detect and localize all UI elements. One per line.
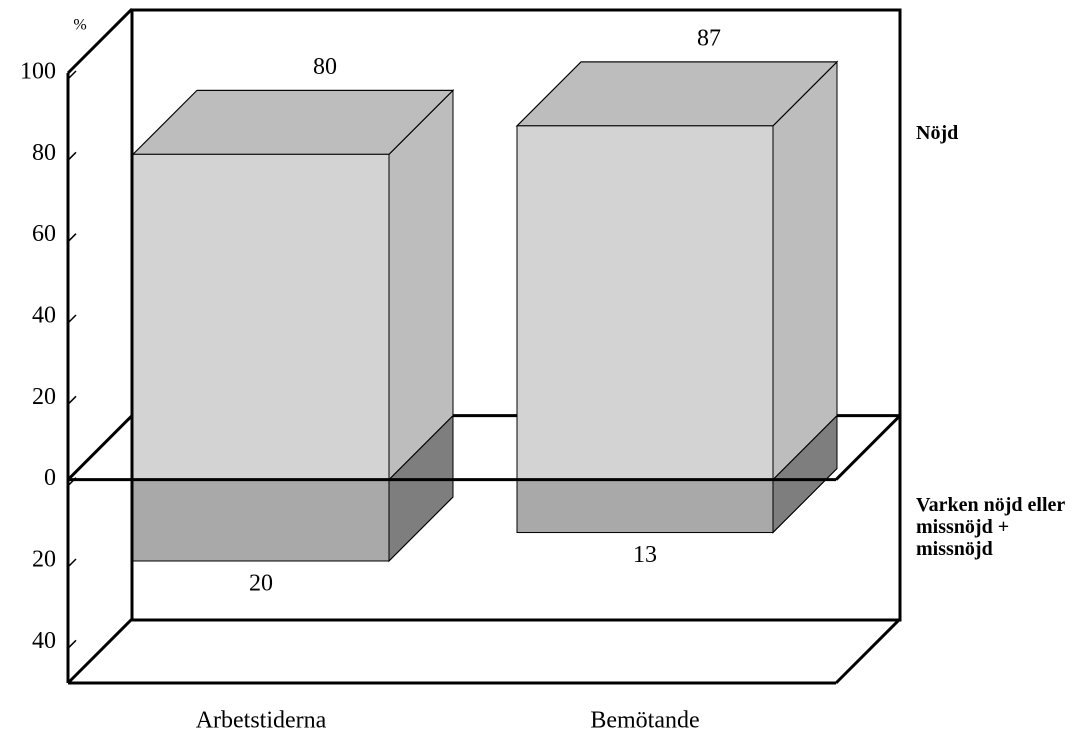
data-label: 80: [313, 54, 337, 80]
y-tick-label: 20: [32, 547, 56, 573]
y-tick-label: 60: [32, 221, 56, 247]
legend-entry: Varken nöjd eller missnöjd + missnöjd: [916, 494, 1065, 560]
frame-line: [66, 617, 134, 685]
frame-line: [66, 7, 134, 75]
y-tick-label: 40: [32, 303, 56, 329]
bar: [516, 125, 774, 481]
bar-side-shade: [772, 60, 838, 481]
bar: [132, 479, 390, 562]
zero-plane: [66, 414, 134, 481]
back-wall: [130, 8, 902, 622]
y-tick-label: 100: [20, 59, 56, 85]
y-tick-label: 20: [32, 384, 56, 410]
y-axis-label: %: [73, 17, 86, 34]
bar: [132, 153, 390, 481]
y-tick-label: 0: [44, 465, 56, 491]
y-tick-label: 80: [32, 140, 56, 166]
data-label: 13: [633, 542, 657, 568]
x-tick-label: Bemötande: [590, 708, 699, 734]
zero-plane: [834, 414, 902, 481]
data-label: 87: [697, 25, 721, 51]
frame-line: [834, 617, 902, 685]
y-tick-label: 40: [32, 628, 56, 654]
legend-entry: Nöjd: [916, 122, 959, 144]
bar-side-shade: [388, 89, 454, 481]
bar: [516, 479, 774, 534]
data-label: 20: [249, 571, 273, 597]
x-tick-label: Arbetstiderna: [196, 708, 327, 734]
